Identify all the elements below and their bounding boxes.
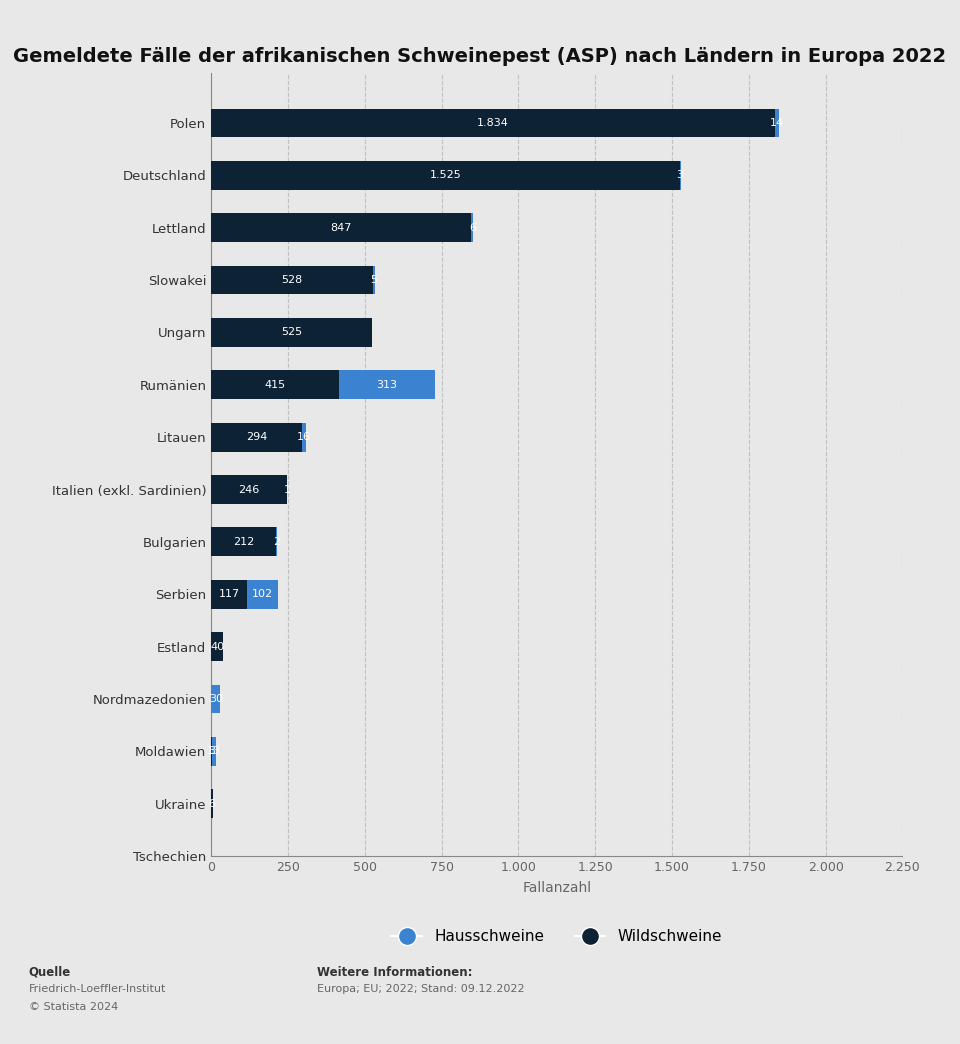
Bar bbox=[211, 371, 339, 399]
Text: 313: 313 bbox=[376, 380, 397, 389]
Text: 6: 6 bbox=[208, 799, 216, 809]
X-axis label: Fallanzahl: Fallanzahl bbox=[522, 881, 591, 895]
Text: 1.525: 1.525 bbox=[429, 170, 462, 181]
Bar bbox=[211, 527, 276, 556]
Bar bbox=[211, 161, 680, 190]
Bar bbox=[212, 737, 216, 765]
Bar bbox=[211, 579, 247, 609]
Text: 415: 415 bbox=[264, 380, 285, 389]
Bar bbox=[301, 423, 306, 452]
Bar bbox=[339, 371, 435, 399]
Text: 1: 1 bbox=[283, 484, 291, 495]
Bar bbox=[211, 213, 471, 242]
Bar bbox=[211, 633, 224, 661]
Bar bbox=[211, 109, 775, 138]
Bar bbox=[211, 475, 287, 504]
Text: Quelle: Quelle bbox=[29, 966, 71, 978]
Text: 16: 16 bbox=[297, 432, 311, 443]
Text: Friedrich-Loeffler-Institut: Friedrich-Loeffler-Institut bbox=[29, 984, 166, 995]
Text: 5: 5 bbox=[371, 275, 377, 285]
Bar bbox=[775, 109, 779, 138]
Text: 117: 117 bbox=[219, 589, 240, 599]
Text: 212: 212 bbox=[233, 537, 254, 547]
Text: 14: 14 bbox=[770, 118, 783, 128]
Bar bbox=[211, 789, 213, 818]
Bar bbox=[211, 685, 221, 713]
Text: 528: 528 bbox=[281, 275, 303, 285]
Bar bbox=[247, 579, 278, 609]
Text: 246: 246 bbox=[238, 484, 259, 495]
Bar bbox=[373, 265, 375, 294]
Text: 3: 3 bbox=[677, 170, 684, 181]
Text: 1.834: 1.834 bbox=[477, 118, 509, 128]
Bar bbox=[211, 318, 372, 347]
Text: 6: 6 bbox=[468, 222, 476, 233]
Text: 40: 40 bbox=[210, 642, 225, 651]
Text: 30: 30 bbox=[209, 694, 223, 704]
Text: Europa; EU; 2022; Stand: 09.12.2022: Europa; EU; 2022; Stand: 09.12.2022 bbox=[317, 984, 524, 995]
Text: 847: 847 bbox=[330, 222, 352, 233]
Bar bbox=[211, 423, 301, 452]
Text: 3: 3 bbox=[208, 746, 215, 756]
Text: 525: 525 bbox=[281, 328, 302, 337]
Text: 13: 13 bbox=[207, 746, 221, 756]
Text: Weitere Informationen:: Weitere Informationen: bbox=[317, 966, 472, 978]
Text: 102: 102 bbox=[252, 589, 274, 599]
Legend: Hausschweine, Wildschweine: Hausschweine, Wildschweine bbox=[385, 923, 729, 950]
Text: 2: 2 bbox=[273, 537, 280, 547]
Text: 294: 294 bbox=[246, 432, 267, 443]
Bar bbox=[211, 265, 373, 294]
Bar bbox=[471, 213, 473, 242]
Text: © Statista 2024: © Statista 2024 bbox=[29, 1002, 118, 1013]
Text: Gemeldete Fälle der afrikanischen Schweinepest (ASP) nach Ländern in Europa 2022: Gemeldete Fälle der afrikanischen Schwei… bbox=[13, 47, 947, 66]
